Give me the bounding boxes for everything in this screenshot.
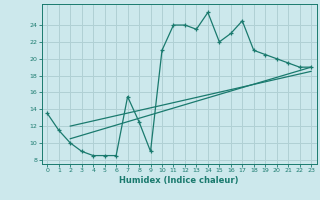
X-axis label: Humidex (Indice chaleur): Humidex (Indice chaleur): [119, 176, 239, 185]
